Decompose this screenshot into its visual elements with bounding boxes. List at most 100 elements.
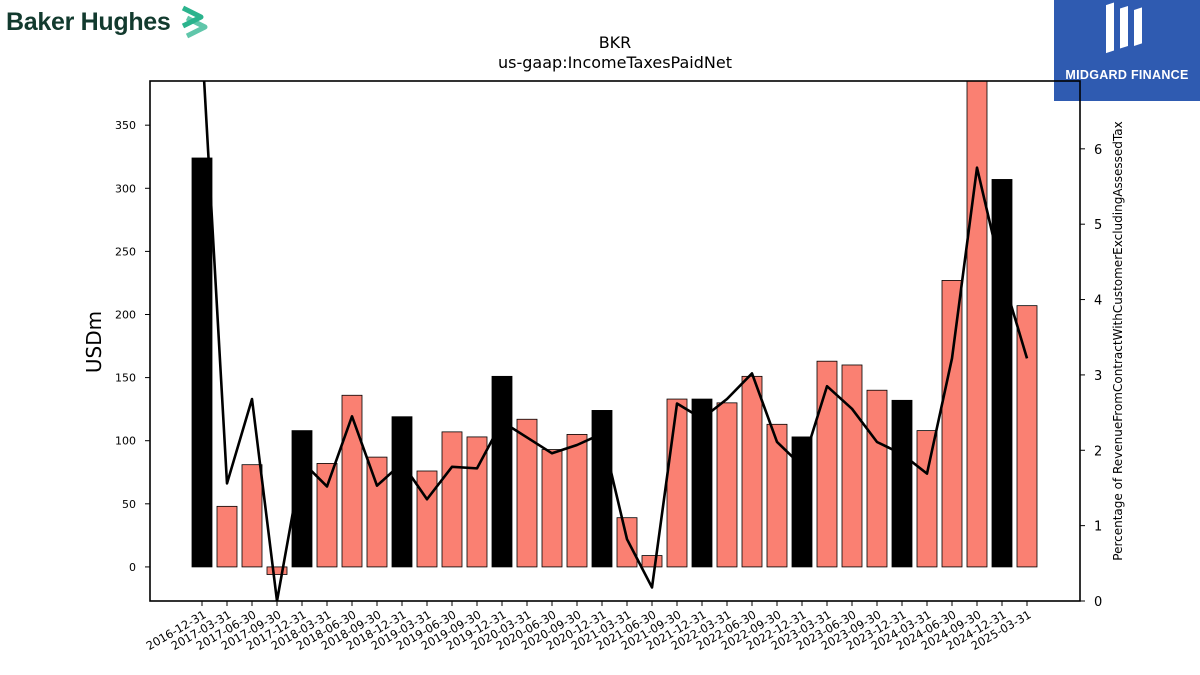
bar (466, 436, 488, 568)
x-tick-label: 2020-09-30 (519, 607, 584, 653)
bar (416, 470, 438, 568)
bar (1016, 305, 1038, 568)
bar (791, 436, 813, 568)
x-tick-label: 2024-03-31 (869, 607, 934, 653)
x-tick-label: 2020-03-31 (469, 607, 534, 653)
bar (341, 394, 363, 568)
baker-hughes-logo-text: Baker Hughes (6, 7, 171, 36)
bar (241, 464, 263, 568)
x-tick-label: 2018-09-30 (319, 607, 384, 653)
y-tick-label: 200 (115, 308, 136, 321)
y-tick-label: 350 (115, 119, 136, 132)
x-tick-label: 2022-09-30 (719, 607, 784, 653)
midgard-finance-logo: MIDGARD FINANCE (1054, 0, 1200, 101)
bar (991, 179, 1013, 568)
x-tick-label: 2017-12-31 (244, 607, 309, 653)
x-tick-label: 2021-12-31 (644, 607, 709, 653)
x-tick-label: 2018-03-31 (269, 607, 334, 653)
x-tick-label: 2023-09-30 (819, 607, 884, 653)
y-tick-label: 300 (115, 182, 136, 195)
x-tick-label: 2024-06-30 (894, 607, 959, 653)
x-tick-label: 2024-12-31 (944, 607, 1009, 653)
chart-subtitle: us-gaap:IncomeTaxesPaidNet (498, 53, 732, 72)
bar-series (191, 81, 1038, 575)
x-tick-label: 2017-06-30 (194, 607, 259, 653)
bar (666, 398, 688, 568)
bar (516, 418, 538, 568)
x-axis-ticks: 2016-12-312017-03-312017-06-302017-09-30… (144, 601, 1034, 653)
x-tick-label: 2016-12-31 (144, 607, 209, 653)
x-tick-label: 2024-09-30 (919, 607, 984, 653)
bar (291, 430, 313, 568)
x-tick-label: 2023-06-30 (794, 607, 859, 653)
bar (541, 449, 563, 568)
x-tick-label: 2022-12-31 (744, 607, 809, 653)
midgard-m-icon (1106, 2, 1142, 54)
chart-title: BKR (599, 33, 632, 52)
bar (966, 81, 988, 568)
x-tick-label: 2022-06-30 (694, 607, 759, 653)
x-tick-label: 2018-12-31 (344, 607, 409, 653)
line-series (202, 81, 1029, 601)
y2-tick-label: 2 (1094, 444, 1102, 459)
y-tick-label: 150 (115, 372, 136, 385)
bar (366, 456, 388, 568)
bar (216, 505, 238, 568)
x-tick-label: 2020-12-31 (544, 607, 609, 653)
x-tick-label: 2019-03-31 (369, 607, 434, 653)
x-tick-label: 2021-09-30 (619, 607, 684, 653)
x-tick-label: 2019-06-30 (394, 607, 459, 653)
bar (766, 423, 788, 568)
y2-axis-label: Percentage of RevenueFromContractWithCus… (1111, 121, 1125, 560)
bar (266, 566, 288, 575)
ratio-line (202, 81, 1029, 601)
y2-tick-label: 0 (1094, 595, 1102, 610)
x-tick-label: 2020-06-30 (494, 607, 559, 653)
x-tick-label: 2025-03-31 (969, 607, 1034, 653)
y2-tick-label: 4 (1094, 294, 1102, 309)
bar (566, 433, 588, 568)
bar (591, 410, 613, 568)
x-tick-label: 2023-03-31 (769, 607, 834, 653)
bar (916, 430, 938, 568)
x-tick-label: 2018-06-30 (294, 607, 359, 653)
x-tick-label: 2023-12-31 (844, 607, 909, 653)
baker-hughes-chevron-icon (181, 5, 208, 39)
bar (616, 517, 638, 568)
bar (866, 389, 888, 568)
plot-frame (149, 80, 1081, 602)
x-tick-label: 2021-03-31 (569, 607, 634, 653)
bar (441, 431, 463, 568)
midgard-finance-label: MIDGARD FINANCE (1065, 68, 1189, 82)
bar (641, 555, 663, 568)
bar (716, 402, 738, 568)
y2-tick-label: 6 (1094, 143, 1102, 158)
y2-tick-label: 5 (1094, 218, 1102, 233)
y-tick-label: 250 (115, 245, 136, 258)
y2-tick-label: 1 (1094, 520, 1102, 535)
x-tick-label: 2019-12-31 (444, 607, 509, 653)
bar (841, 364, 863, 568)
bar (741, 375, 763, 568)
y-tick-label: 0 (129, 561, 136, 574)
bar (816, 360, 838, 568)
x-tick-label: 2017-09-30 (219, 607, 284, 653)
y-tick-label: 50 (122, 498, 136, 511)
bar (941, 280, 963, 568)
x-tick-label: 2021-06-30 (594, 607, 659, 653)
y-axis-label: USDm (82, 311, 106, 373)
y2-tick-label: 3 (1094, 369, 1102, 384)
x-tick-label: 2019-09-30 (419, 607, 484, 653)
bar (491, 375, 513, 568)
bar (191, 157, 213, 568)
y-axis-ticks: 0 50 100 150 200 250 300 350 (115, 119, 150, 574)
bar (391, 416, 413, 568)
bar (316, 463, 338, 568)
y2-axis-ticks: 0 1 2 3 4 5 6 (1080, 143, 1102, 610)
x-tick-label: 2017-03-31 (169, 607, 234, 653)
y-tick-label: 100 (115, 435, 136, 448)
baker-hughes-logo: Baker Hughes (6, 4, 211, 40)
bar (691, 398, 713, 568)
x-tick-label: 2022-03-31 (669, 607, 734, 653)
